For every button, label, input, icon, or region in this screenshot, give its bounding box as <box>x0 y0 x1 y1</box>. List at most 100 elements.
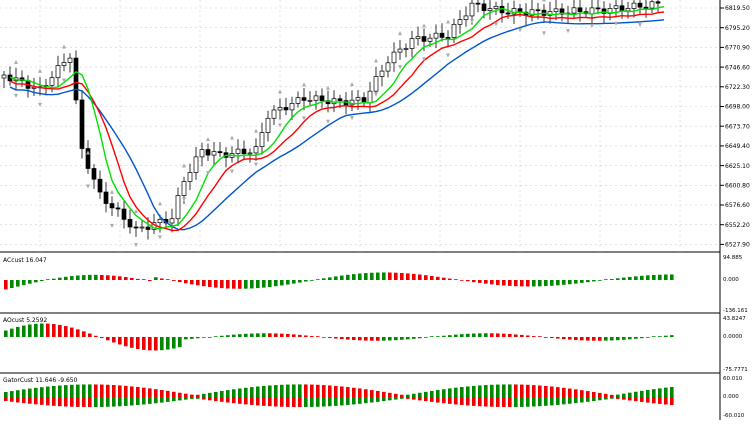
histogram-bar <box>616 278 620 280</box>
ac-panel-title: ACcust 16.047 <box>3 257 47 264</box>
candle-body <box>313 95 319 101</box>
candle-body <box>79 99 85 149</box>
histogram-bar <box>70 276 74 280</box>
histogram-bar <box>352 274 356 280</box>
histogram-bar <box>148 337 152 351</box>
histogram-bar <box>406 337 410 340</box>
histogram-bar <box>412 397 416 400</box>
histogram-bar <box>424 337 428 338</box>
histogram-bar <box>22 325 26 337</box>
candle-body <box>301 97 307 101</box>
histogram-bar <box>232 280 236 289</box>
fractal-down-marker <box>518 28 522 33</box>
histogram-bar <box>352 387 356 397</box>
histogram-bar <box>628 276 632 280</box>
histogram-bar <box>292 280 296 284</box>
histogram-bar <box>346 387 350 397</box>
histogram-bar <box>238 397 242 404</box>
histogram-bar <box>520 384 524 397</box>
histogram-bar <box>334 337 338 339</box>
histogram-bar <box>118 337 122 345</box>
histogram-bar <box>112 275 116 280</box>
histogram-bar <box>652 336 656 337</box>
histogram-bar <box>370 337 374 341</box>
ao-scale-bottom: -75.7771 <box>723 367 748 373</box>
histogram-bar <box>40 280 44 282</box>
histogram-bar <box>568 337 572 340</box>
histogram-bar <box>286 280 290 285</box>
fractal-down-marker <box>566 29 570 34</box>
candle-body <box>247 152 253 155</box>
histogram-bar <box>268 280 272 287</box>
histogram-bar <box>196 337 200 339</box>
histogram-bar <box>166 337 170 350</box>
histogram-bar <box>10 328 14 337</box>
candle-body <box>577 7 583 13</box>
histogram-bar <box>226 397 230 403</box>
histogram-bar <box>58 324 62 337</box>
histogram-bar <box>544 385 548 397</box>
histogram-bar <box>118 397 122 407</box>
histogram-bar <box>610 394 614 397</box>
histogram-bar <box>526 280 530 287</box>
histogram-bar <box>652 389 656 397</box>
histogram-bar <box>376 337 380 341</box>
histogram-bar <box>592 397 596 402</box>
histogram-bar <box>142 397 146 405</box>
candle-body <box>355 97 361 101</box>
candle-body <box>205 149 211 156</box>
histogram-bar <box>250 397 254 405</box>
candle-body <box>625 8 631 12</box>
histogram-bar <box>256 397 260 406</box>
candle-body <box>49 77 55 86</box>
histogram-bar <box>184 280 188 284</box>
histogram-bar <box>148 388 152 397</box>
histogram-bar <box>478 397 482 407</box>
histogram-bar <box>562 337 566 340</box>
histogram-bar <box>556 280 560 286</box>
histogram-bar <box>472 397 476 406</box>
candle-body <box>655 1 661 4</box>
histogram-bar <box>16 280 20 287</box>
histogram-bar <box>190 397 194 399</box>
histogram-bar <box>220 391 224 397</box>
gator-scale-zero: 0.000 <box>723 394 739 400</box>
price-axis-label: 6795.20 <box>725 25 750 32</box>
histogram-bar <box>646 275 650 280</box>
fractal-down-marker <box>350 116 354 121</box>
histogram-bar <box>298 280 302 283</box>
histogram-bar <box>208 280 212 287</box>
lips-line <box>9 6 665 230</box>
histogram-bar <box>244 280 248 289</box>
histogram-bar <box>670 335 674 337</box>
histogram-bar <box>586 391 590 397</box>
histogram-bar <box>400 272 404 280</box>
histogram-bar <box>256 386 260 397</box>
histogram-bar <box>148 280 152 282</box>
histogram-bar <box>136 278 140 280</box>
histogram-bar <box>616 337 620 341</box>
histogram-bar <box>202 397 206 400</box>
histogram-bar <box>616 397 620 399</box>
histogram-bar <box>442 397 446 404</box>
histogram-bar <box>124 385 128 397</box>
candle-body <box>595 7 601 10</box>
histogram-bar <box>52 278 56 280</box>
histogram-bar <box>106 337 110 341</box>
fractal-down-marker <box>374 92 378 97</box>
histogram-bar <box>622 397 626 400</box>
histogram-bar <box>442 389 446 397</box>
candle-body <box>109 203 115 209</box>
histogram-bar <box>460 334 464 337</box>
candle-body <box>397 48 403 53</box>
histogram-bar <box>502 397 506 408</box>
fractal-down-marker <box>278 123 282 128</box>
histogram-bar <box>160 390 164 397</box>
fractal-down-marker <box>254 162 258 167</box>
candle-body <box>571 7 577 14</box>
histogram-bar <box>352 337 356 341</box>
histogram-bar <box>172 337 176 349</box>
gator-histogram <box>4 384 674 408</box>
